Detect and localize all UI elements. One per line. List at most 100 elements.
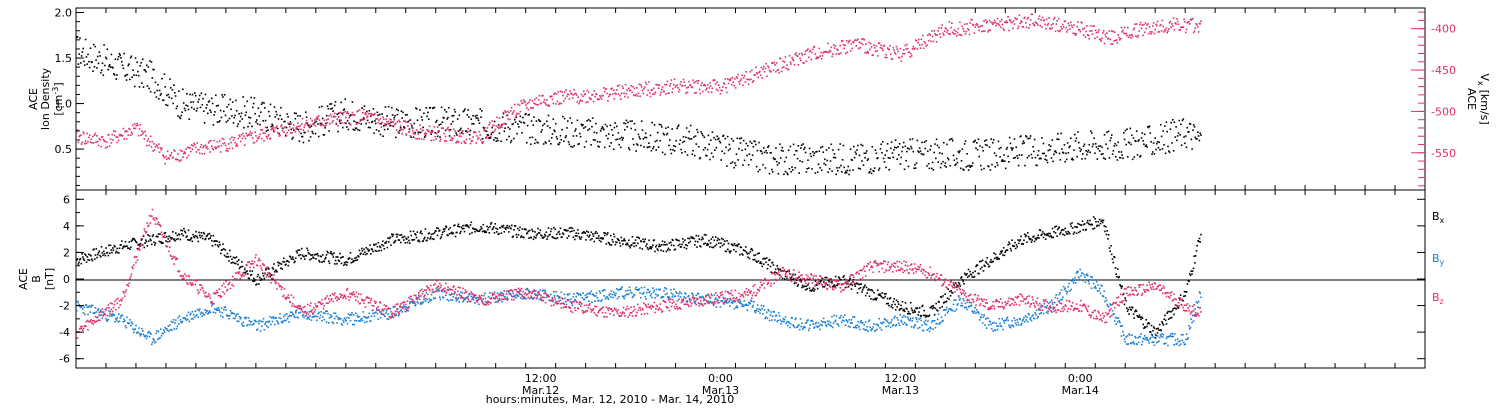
ion-density-point <box>521 132 523 134</box>
bx-point <box>535 234 538 237</box>
ion-density-point <box>527 114 530 116</box>
vx-point <box>1054 30 1057 33</box>
ion-density-point <box>267 129 269 131</box>
vx-point <box>252 137 254 139</box>
ion-density-point <box>80 55 83 57</box>
by-point <box>325 310 327 312</box>
ion-density-point <box>1176 139 1178 142</box>
ion-density-point <box>651 121 653 124</box>
bx-point <box>948 290 951 293</box>
by-point <box>316 315 319 318</box>
vx-point <box>382 116 384 118</box>
bx-point <box>134 239 137 242</box>
ion-density-point <box>588 128 591 130</box>
bx-point <box>1095 221 1097 223</box>
bx-point <box>599 237 602 239</box>
ion-density-point <box>634 129 637 131</box>
ion-density-point <box>227 119 229 122</box>
bx-point <box>385 242 387 244</box>
bx-point <box>441 233 443 236</box>
vx-point <box>793 63 796 66</box>
vx-point <box>730 83 733 86</box>
ion-density-point <box>1010 147 1013 149</box>
vx-point <box>333 112 336 115</box>
vx-point <box>342 113 344 116</box>
ion-density-point <box>121 64 124 67</box>
vx-point <box>1197 31 1200 33</box>
bx-point <box>715 236 717 238</box>
ion-density-point <box>581 124 583 127</box>
by-point <box>264 323 266 325</box>
vx-point <box>1109 38 1111 41</box>
ion-density-point <box>289 121 292 123</box>
vx-point <box>195 151 198 153</box>
bx-point <box>755 260 757 262</box>
bx-point <box>869 289 871 291</box>
ion-density-point <box>149 90 152 93</box>
vx-point <box>637 92 640 95</box>
vx-point <box>1111 43 1114 45</box>
vx-point <box>411 129 414 132</box>
bx-point <box>1155 334 1157 337</box>
bx-point <box>498 232 500 235</box>
bx-point <box>631 236 634 238</box>
ion-density-point <box>445 111 448 113</box>
bx-point <box>399 234 401 236</box>
ion-density-point <box>205 107 207 109</box>
ion-density-point <box>269 103 272 106</box>
vx-point <box>285 135 288 137</box>
by-point <box>169 324 171 326</box>
ion-density-point <box>865 150 868 152</box>
bx-point <box>875 299 877 301</box>
bx-point <box>884 295 886 298</box>
bx-point <box>320 255 323 258</box>
vx-point <box>781 66 784 69</box>
by-point <box>276 320 278 322</box>
vx-point <box>1165 27 1168 30</box>
by-point <box>206 309 209 312</box>
bx-point <box>733 242 736 245</box>
vx-point <box>515 114 518 116</box>
ion-density-point <box>681 141 684 144</box>
bx-point <box>759 261 762 263</box>
ion-density-point <box>287 116 289 118</box>
bx-point <box>351 258 353 260</box>
bx-point <box>1164 314 1166 317</box>
ion-density-point <box>199 106 202 109</box>
by-point <box>301 315 304 317</box>
bx-point <box>390 244 392 246</box>
ion-density-point <box>1184 142 1186 145</box>
bx-point <box>416 231 419 233</box>
bx-point <box>451 231 453 234</box>
vx-point <box>736 77 739 79</box>
by-point <box>76 310 78 312</box>
by-point <box>502 292 504 295</box>
bx-point <box>422 240 425 242</box>
bx-point <box>921 304 924 307</box>
ion-density-point <box>748 153 751 155</box>
vx-point <box>333 115 335 118</box>
by-point <box>244 317 247 320</box>
ion-density-point <box>761 152 763 155</box>
ion-density-point <box>726 135 729 138</box>
bx-point <box>665 250 668 253</box>
vx-point <box>1008 19 1011 21</box>
bx-point <box>612 241 614 243</box>
ion-density-point <box>913 167 915 170</box>
ion-density-point <box>293 112 296 114</box>
bx-point <box>98 250 101 252</box>
vx-point <box>499 126 502 129</box>
bx-point <box>902 309 904 312</box>
by-point <box>153 339 155 341</box>
ion-density-point <box>732 140 735 142</box>
vx-point <box>96 135 98 137</box>
vx-point <box>438 130 440 132</box>
bx-point <box>1104 230 1106 233</box>
vx-point <box>694 80 697 83</box>
bx-point <box>580 238 582 240</box>
ion-density-point <box>800 144 803 146</box>
bx-point <box>80 262 83 265</box>
bx-point <box>1081 220 1084 222</box>
ion-density-point <box>260 103 263 105</box>
vx-point <box>980 25 982 28</box>
